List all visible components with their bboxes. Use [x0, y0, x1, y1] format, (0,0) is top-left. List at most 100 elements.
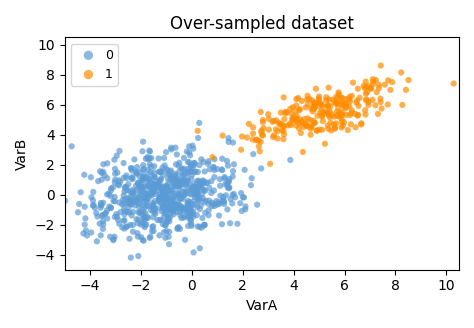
0: [139, 184, 147, 190]
0: [165, 208, 173, 213]
1: [348, 110, 356, 115]
0: [137, 222, 145, 227]
0: [172, 206, 180, 211]
0: [171, 194, 178, 199]
0: [200, 181, 208, 186]
0: [286, 157, 294, 163]
1: [209, 154, 216, 160]
0: [155, 156, 163, 161]
0: [167, 168, 175, 173]
0: [201, 223, 209, 228]
0: [168, 184, 175, 190]
1: [346, 104, 353, 109]
1: [325, 113, 333, 118]
0: [147, 180, 155, 185]
1: [384, 78, 392, 83]
0: [158, 185, 165, 190]
0: [165, 172, 173, 177]
0: [193, 213, 201, 218]
1: [304, 93, 311, 98]
1: [278, 128, 285, 133]
0: [191, 186, 199, 192]
0: [163, 184, 170, 189]
1: [374, 111, 382, 116]
0: [161, 207, 169, 212]
1: [253, 137, 261, 142]
1: [399, 102, 406, 108]
1: [322, 98, 330, 103]
0: [103, 208, 111, 213]
0: [186, 212, 194, 217]
0: [186, 199, 193, 205]
1: [320, 110, 328, 115]
0: [180, 155, 188, 160]
0: [151, 210, 159, 215]
1: [289, 105, 297, 110]
0: [167, 145, 175, 150]
0: [148, 224, 156, 230]
1: [335, 92, 343, 97]
0: [169, 180, 177, 185]
0: [139, 167, 146, 172]
1: [238, 134, 246, 139]
0: [144, 191, 151, 196]
0: [101, 212, 109, 217]
0: [178, 173, 186, 178]
0: [143, 191, 150, 196]
0: [226, 176, 233, 182]
0: [216, 183, 224, 188]
0: [224, 163, 232, 168]
0: [198, 185, 205, 190]
1: [369, 79, 377, 84]
0: [230, 191, 237, 196]
0: [98, 171, 106, 176]
1: [334, 95, 342, 100]
1: [300, 124, 308, 130]
0: [149, 224, 157, 229]
0: [142, 216, 150, 221]
0: [111, 195, 118, 200]
1: [336, 114, 344, 119]
0: [92, 210, 100, 215]
0: [163, 200, 170, 205]
0: [97, 233, 105, 238]
1: [328, 128, 335, 133]
0: [126, 197, 134, 203]
1: [347, 122, 355, 127]
1: [311, 105, 319, 110]
0: [173, 181, 181, 187]
1: [302, 121, 310, 127]
1: [256, 149, 264, 154]
0: [163, 167, 170, 172]
0: [180, 178, 187, 184]
1: [258, 128, 265, 133]
0: [200, 159, 207, 165]
0: [148, 229, 156, 234]
1: [338, 99, 346, 105]
0: [173, 204, 180, 209]
0: [150, 185, 158, 191]
1: [296, 107, 304, 112]
0: [165, 188, 173, 193]
0: [108, 186, 115, 191]
0: [167, 208, 175, 214]
0: [81, 222, 89, 227]
1: [323, 104, 331, 109]
0: [189, 165, 196, 170]
0: [129, 229, 137, 234]
1: [332, 94, 340, 100]
1: [312, 86, 319, 92]
1: [288, 111, 295, 116]
0: [213, 166, 221, 172]
0: [169, 175, 177, 180]
0: [97, 205, 104, 211]
0: [182, 190, 189, 195]
0: [199, 196, 207, 201]
0: [147, 192, 155, 197]
1: [339, 103, 346, 108]
0: [90, 203, 98, 208]
1: [319, 110, 327, 115]
1: [372, 77, 380, 83]
0: [42, 223, 50, 228]
0: [218, 167, 226, 172]
